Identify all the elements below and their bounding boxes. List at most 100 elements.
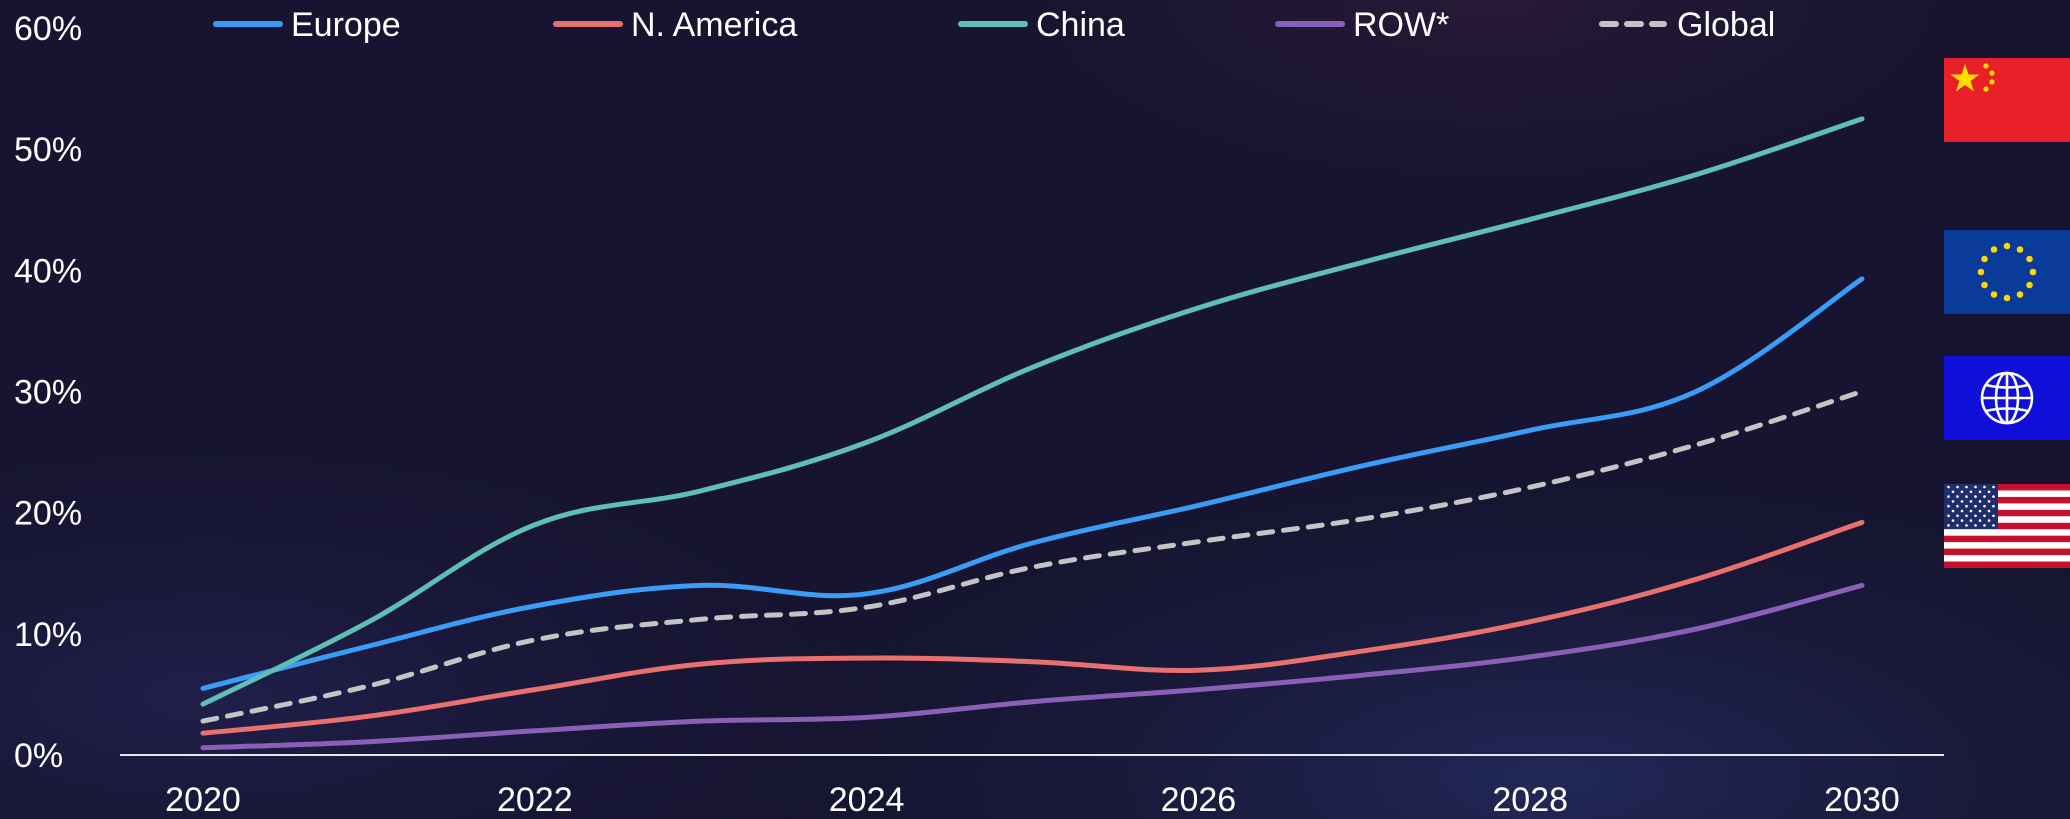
y-tick-label: 20% bbox=[14, 495, 82, 533]
usa-flag-icon bbox=[1944, 484, 2070, 568]
series-line-row bbox=[200, 582, 1865, 751]
eu-star bbox=[2003, 242, 2011, 250]
eu-star bbox=[1981, 281, 1988, 289]
usa-star bbox=[1983, 514, 1986, 518]
usa-star bbox=[1987, 490, 1991, 494]
x-tick-label: 2030 bbox=[1824, 781, 1900, 819]
usa-star bbox=[1987, 519, 1991, 522]
usa-star bbox=[1965, 495, 1968, 498]
usa-stripe bbox=[1944, 484, 2070, 491]
usa-star bbox=[1969, 519, 1973, 522]
series-line-n-america bbox=[200, 519, 1865, 736]
x-tick-label: 2024 bbox=[829, 781, 905, 819]
usa-star bbox=[1992, 495, 1995, 498]
usa-stripe bbox=[1944, 496, 2070, 504]
usa-star bbox=[1983, 504, 1986, 508]
y-axis: 0% 10% 20% 30% 40% 50% 60% bbox=[14, 10, 82, 775]
usa-star bbox=[1947, 524, 1950, 527]
usa-star bbox=[1987, 500, 1991, 503]
usa-stripe bbox=[1944, 535, 2070, 543]
usa-star bbox=[1974, 504, 1977, 508]
eu-flag-icon bbox=[1944, 230, 2070, 314]
usa-star bbox=[1978, 500, 1982, 503]
usa-star bbox=[1951, 519, 1955, 522]
china-flag-small-star bbox=[1989, 70, 1995, 76]
usa-star bbox=[1947, 514, 1950, 518]
y-tick-label: 60% bbox=[14, 10, 82, 48]
usa-flag-stripes bbox=[1944, 484, 2070, 568]
legend-label: ROW* bbox=[1353, 6, 1449, 44]
china-flag-large-star bbox=[1950, 64, 1980, 92]
usa-star bbox=[1947, 495, 1950, 498]
eu-star bbox=[2003, 294, 2011, 302]
usa-star bbox=[1987, 509, 1991, 513]
usa-star bbox=[1956, 504, 1959, 508]
x-tick-label: 2022 bbox=[497, 781, 573, 819]
usa-star bbox=[1983, 524, 1986, 527]
usa-star bbox=[1960, 509, 1964, 513]
usa-star bbox=[1969, 490, 1973, 494]
china-flag-small-star bbox=[1983, 63, 1989, 69]
y-tick-label: 10% bbox=[14, 616, 82, 654]
legend-label: N. America bbox=[631, 6, 797, 44]
china-flag-small-star bbox=[1983, 86, 1989, 92]
usa-stripe bbox=[1944, 509, 2070, 517]
china-flag-small-star bbox=[1989, 79, 1995, 85]
eu-star bbox=[2026, 281, 2033, 289]
legend-label: Global bbox=[1677, 6, 1775, 44]
usa-star bbox=[1951, 490, 1955, 494]
usa-star bbox=[1951, 500, 1955, 503]
usa-star bbox=[1956, 524, 1959, 527]
eu-star bbox=[2026, 255, 2033, 263]
usa-star bbox=[1992, 524, 1995, 527]
usa-star bbox=[1974, 524, 1977, 527]
eu-flag-stars bbox=[1977, 242, 2037, 302]
usa-star bbox=[1960, 519, 1964, 522]
usa-stripe bbox=[1944, 561, 2070, 568]
usa-stripe bbox=[1944, 548, 2070, 556]
usa-star bbox=[1947, 485, 1950, 489]
usa-star bbox=[1960, 500, 1964, 503]
usa-star bbox=[1965, 504, 1968, 508]
y-tick-label: 0% bbox=[14, 737, 63, 775]
usa-star bbox=[1965, 514, 1968, 518]
usa-star bbox=[1992, 504, 1995, 508]
usa-star bbox=[1974, 514, 1977, 518]
x-tick-label: 2026 bbox=[1161, 781, 1237, 819]
legend: Europe N. America China ROW* Global bbox=[213, 6, 1775, 44]
usa-star bbox=[1956, 495, 1959, 498]
series-layer bbox=[200, 116, 1865, 751]
legend-label: China bbox=[1036, 6, 1125, 44]
usa-star bbox=[1978, 519, 1982, 522]
x-axis: 2020 2022 2024 2026 2028 2030 bbox=[120, 754, 1944, 819]
usa-star bbox=[1956, 514, 1959, 518]
series-line-europe bbox=[200, 276, 1865, 691]
usa-star bbox=[1978, 509, 1982, 513]
usa-star bbox=[1983, 485, 1986, 489]
globe-flag-icon bbox=[1944, 356, 2070, 440]
usa-star bbox=[1960, 490, 1964, 494]
series-line-global bbox=[200, 389, 1865, 724]
eu-star bbox=[2016, 291, 2024, 298]
x-tick-label: 2020 bbox=[165, 781, 241, 819]
y-tick-label: 30% bbox=[14, 374, 82, 412]
eu-star bbox=[2016, 246, 2024, 253]
eu-star bbox=[1977, 268, 1985, 276]
usa-star bbox=[1969, 500, 1973, 503]
usa-star bbox=[1974, 485, 1977, 489]
y-tick-label: 40% bbox=[14, 252, 82, 290]
eu-star bbox=[2029, 268, 2037, 276]
usa-star bbox=[1983, 495, 1986, 498]
usa-star bbox=[1951, 509, 1955, 513]
legend-label: Europe bbox=[291, 6, 401, 44]
eu-star bbox=[1990, 291, 1998, 298]
usa-flag-stars bbox=[1947, 485, 1995, 527]
series-line-china bbox=[200, 116, 1865, 707]
usa-star bbox=[1992, 514, 1995, 518]
eu-star bbox=[1990, 246, 1998, 253]
usa-star bbox=[1956, 485, 1959, 489]
usa-star bbox=[1969, 509, 1973, 513]
usa-star bbox=[1965, 485, 1968, 489]
